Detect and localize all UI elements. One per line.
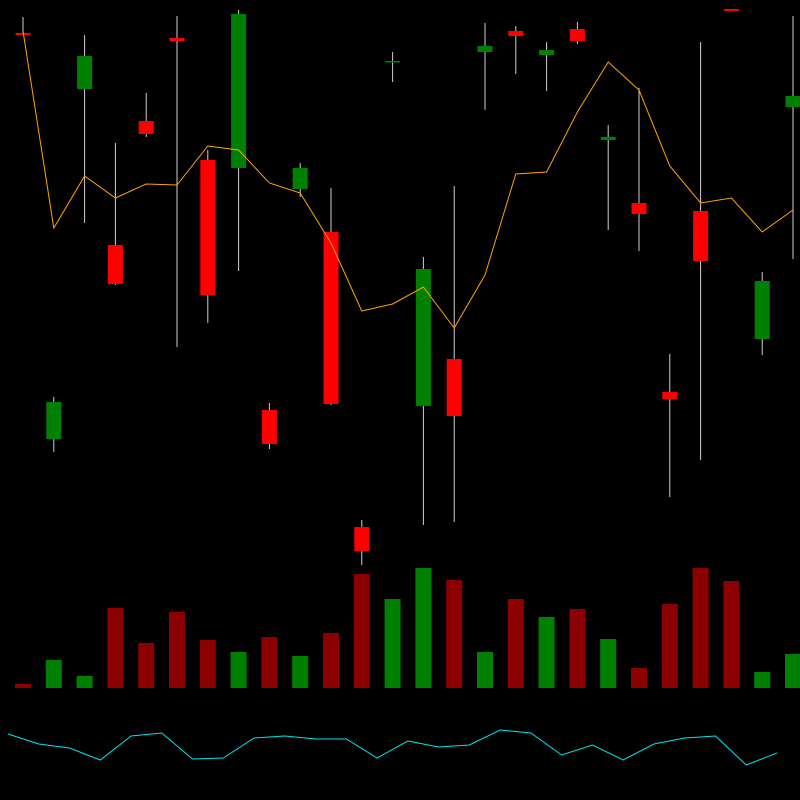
- volume-bar: [323, 633, 339, 688]
- candle-body: [138, 121, 154, 134]
- candle-body: [292, 168, 308, 189]
- candle-body: [693, 211, 709, 261]
- volume-bar: [76, 676, 93, 688]
- candle-body: [723, 9, 739, 11]
- volume-bar: [138, 643, 155, 688]
- volume-bar: [45, 660, 62, 688]
- candle-body: [354, 527, 370, 551]
- candle-body: [107, 245, 123, 284]
- candle-body: [261, 410, 277, 444]
- candle-body: [569, 29, 585, 41]
- candle-body: [446, 359, 462, 416]
- volume-bar: [384, 599, 401, 688]
- candle-body: [323, 232, 339, 404]
- volume-bar: [600, 639, 617, 688]
- volume-bar: [199, 640, 216, 688]
- candle-body: [385, 61, 401, 63]
- volume-bar: [754, 672, 771, 688]
- volume-bar: [507, 599, 524, 688]
- candle-body: [600, 137, 616, 140]
- volume-bar: [446, 580, 463, 688]
- indicator-line: [7, 729, 778, 766]
- candle-body: [77, 56, 93, 89]
- volume-bar: [631, 668, 647, 688]
- volume-bar: [353, 574, 370, 688]
- candle-body: [200, 160, 216, 295]
- volume-bar: [230, 652, 247, 688]
- volume-bar: [785, 654, 800, 688]
- volume-bar: [477, 652, 493, 688]
- candle-body: [477, 46, 493, 52]
- moving-average-line: [22, 30, 794, 329]
- volume-bar: [692, 568, 709, 688]
- candle-body: [46, 402, 62, 439]
- volume-bar: [415, 568, 432, 688]
- candle-body: [415, 269, 431, 406]
- candle-body: [169, 38, 185, 41]
- candle-body: [231, 14, 247, 168]
- candle-body: [754, 281, 770, 339]
- volume-bar: [292, 656, 309, 688]
- candle-body: [539, 50, 555, 55]
- volume-bar: [169, 612, 185, 688]
- volume-bar: [15, 684, 31, 688]
- volume-bar: [107, 608, 124, 688]
- candle-body: [508, 31, 524, 36]
- candle-body: [631, 203, 647, 214]
- volume-bar: [723, 581, 740, 688]
- volume-bar: [261, 637, 278, 688]
- volume-bar: [538, 617, 555, 688]
- volume-bar: [569, 609, 586, 688]
- candle-body: [785, 96, 800, 107]
- candle-body: [662, 392, 678, 399]
- volume-bar: [661, 604, 678, 688]
